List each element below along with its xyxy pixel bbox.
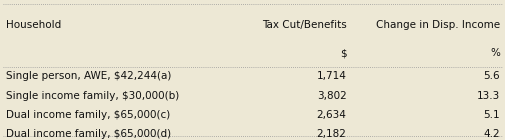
Text: Household: Household [6, 20, 61, 30]
Text: Change in Disp. Income: Change in Disp. Income [375, 20, 499, 30]
Text: 5.1: 5.1 [482, 110, 499, 120]
Text: 3,802: 3,802 [316, 91, 346, 101]
Text: Single person, AWE, $42,244(a): Single person, AWE, $42,244(a) [6, 71, 171, 81]
Text: Dual income family, $65,000(d): Dual income family, $65,000(d) [6, 129, 171, 139]
Text: 1,714: 1,714 [316, 71, 346, 81]
Text: Dual income family, $65,000(c): Dual income family, $65,000(c) [6, 110, 170, 120]
Text: 2,634: 2,634 [316, 110, 346, 120]
Text: Single income family, $30,000(b): Single income family, $30,000(b) [6, 91, 179, 101]
Text: Tax Cut/Benefits: Tax Cut/Benefits [262, 20, 346, 30]
Text: %: % [489, 48, 499, 58]
Text: 13.3: 13.3 [476, 91, 499, 101]
Text: $: $ [339, 48, 346, 58]
Text: 5.6: 5.6 [482, 71, 499, 81]
Text: 2,182: 2,182 [316, 129, 346, 139]
Text: 4.2: 4.2 [482, 129, 499, 139]
